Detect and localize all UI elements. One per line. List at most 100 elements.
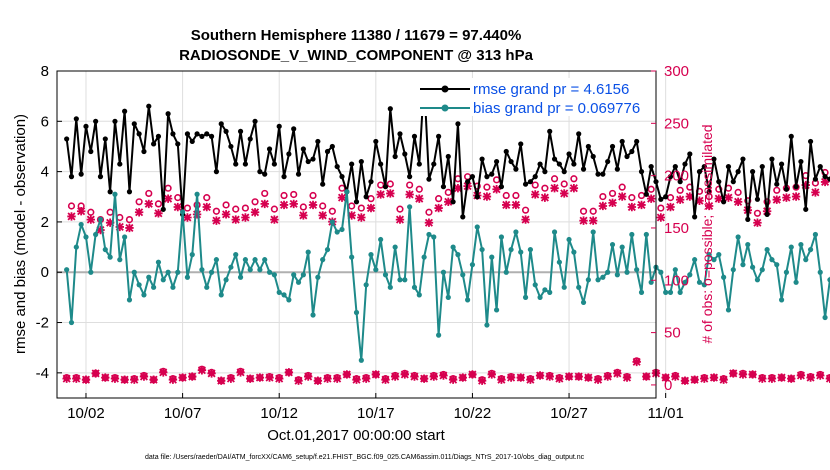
rmse-point [667,174,674,180]
rmse-point [136,131,142,137]
bias-point [407,204,413,210]
possible-obs-marker [203,194,211,202]
bias-point [237,274,244,280]
bias-point [262,257,268,263]
rmse-point [160,206,166,212]
bias-point [532,282,538,288]
rmse-point [590,153,596,160]
rmse-point [677,179,683,185]
assimilated-obs-marker [724,193,733,202]
legend-rmse-marker [441,85,449,93]
possible-obs-marker [67,202,76,210]
assimilated-obs-marker [758,374,767,383]
assimilated-obs-marker [260,199,269,209]
rmse-point [237,128,244,134]
rmse-point [711,156,717,162]
bias-point [436,332,442,338]
bias-point [735,234,741,240]
rmse-point [242,161,248,167]
possible-obs-marker [753,209,762,217]
bias-point [450,244,456,250]
rmse-point [624,153,630,160]
bias-point [223,277,229,283]
assimilated-obs-marker [772,195,781,204]
bias-point [812,231,819,238]
rmse-point [571,161,577,167]
bias-point [778,297,785,303]
rmse-point [155,133,162,139]
rmse-point [189,138,195,145]
assimilated-obs-marker [275,374,284,383]
rmse-point [117,161,123,167]
rmse-point [827,176,830,182]
assimilated-obs-marker [434,203,443,213]
bias-point [522,294,529,300]
assimilated-obs-marker [134,208,144,217]
y2-tick-label: 0 [664,377,672,394]
y-tick-label: 8 [41,63,49,80]
assimilated-obs-marker [661,373,670,382]
series-layer [62,78,830,385]
rmse-point [614,166,620,172]
bias-point [508,246,514,253]
possible-obs-marker [251,198,259,206]
y2-tick-label: 50 [664,325,681,342]
bias-point [807,246,814,253]
assimilated-obs-marker [139,372,149,381]
assimilated-obs-marker [192,210,202,219]
rmse-point [112,118,118,124]
bias-point [242,257,248,263]
possible-obs-marker [328,207,336,215]
rmse-point [682,161,688,167]
bias-point [146,274,152,280]
y-tick-label: 2 [41,214,49,231]
bias-point [122,234,128,240]
rmse-point [107,189,113,195]
bias-point [803,257,809,263]
rmse-point [184,131,191,137]
possible-obs-marker [270,205,278,213]
bias-point [817,269,823,275]
assimilated-obs-marker [197,366,207,375]
bias-point [204,284,210,290]
assimilated-obs-marker [303,372,313,381]
rmse-point [696,169,703,175]
assimilated-obs-marker [685,192,695,201]
bias-point [822,314,828,321]
bias-point [208,269,215,275]
possible-obs-marker [647,185,655,193]
bias-point [701,282,707,288]
rmse-point [436,133,442,139]
rmse-point [474,194,480,200]
assimilated-obs-marker [646,194,656,203]
bias-point [537,294,543,300]
bias-point [305,249,311,255]
y2-tick-label: 100 [664,272,689,289]
bias-point [160,277,166,283]
bias-point [590,229,596,235]
bias-point [402,277,408,283]
rmse-point [334,163,340,170]
bias-point [827,277,830,283]
assimilated-obs-marker [125,223,134,233]
bias-point [194,191,200,197]
rmse-point [165,111,171,117]
assimilated-obs-marker [574,372,583,381]
bias-point [682,279,688,285]
bias-point [716,252,722,258]
assimilated-obs-marker [163,194,173,203]
legend: rmse grand pr = 4.6156 bias grand pr = 0… [416,78,648,117]
bias-point [624,269,630,275]
bias-point [126,297,133,303]
rmse-point [83,123,89,129]
bias-point [667,289,674,295]
bias-point [426,231,432,238]
assimilated-obs-marker [521,215,530,224]
assimilated-obs-marker [704,201,714,211]
rmse-point [402,151,408,157]
assimilated-obs-marker [671,372,680,381]
possible-obs-marker [367,195,375,203]
bias-point [745,241,751,248]
assimilated-obs-marker [241,213,250,222]
possible-obs-marker [628,194,636,202]
